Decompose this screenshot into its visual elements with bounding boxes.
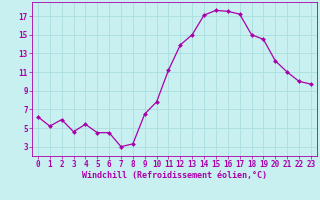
X-axis label: Windchill (Refroidissement éolien,°C): Windchill (Refroidissement éolien,°C) [82, 171, 267, 180]
